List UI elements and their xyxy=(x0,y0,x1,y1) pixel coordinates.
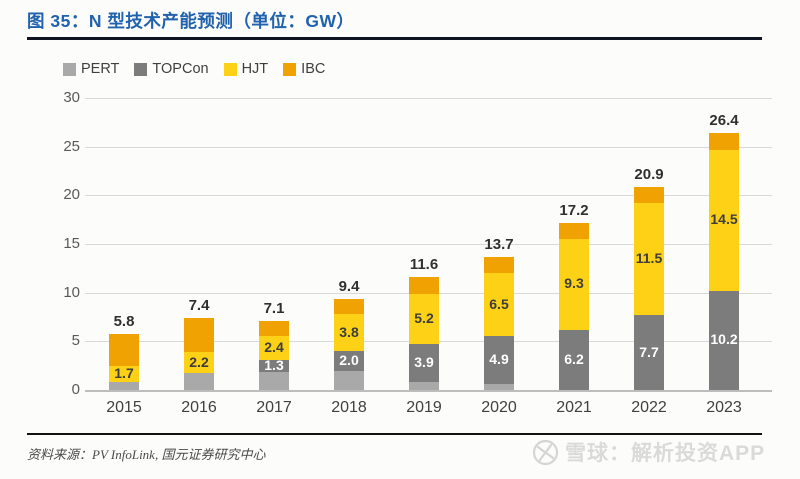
legend-label: HJT xyxy=(241,61,269,77)
bar-segment-ibc-2015 xyxy=(109,333,139,366)
bar-total-label: 7.1 xyxy=(263,299,285,317)
legend-item-ibc: IBC xyxy=(283,61,325,77)
x-axis-tick-label: 2018 xyxy=(331,399,367,416)
legend-swatch-pert xyxy=(63,62,76,76)
bar-segment-label: 3.9 xyxy=(414,354,434,371)
x-axis-tick-label: 2015 xyxy=(106,399,142,416)
bar-segment-label: 11.5 xyxy=(635,250,663,267)
bar-total-label: 20.9 xyxy=(634,165,664,183)
bar-segment-label: 5.2 xyxy=(414,309,434,326)
bar-segment-pert-2019 xyxy=(409,382,439,390)
chart-legend: PERT TOPCon HJT IBC xyxy=(63,61,325,77)
legend-item-hjt: HJT xyxy=(223,61,269,77)
bar-total-label: 11.6 xyxy=(409,256,439,274)
bar-segment-ibc-2016 xyxy=(184,317,214,353)
bar-segment-pert-2016 xyxy=(184,373,214,390)
y-axis-tick-label: 20 xyxy=(63,186,80,204)
bar-segment-hjt-2019 xyxy=(409,293,439,345)
bar-segment-pert-2018 xyxy=(334,370,364,390)
bar-segment-hjt-2015 xyxy=(109,365,139,383)
bar-segment-label: 3.8 xyxy=(339,323,359,340)
y-axis-tick-label: 15 xyxy=(63,235,80,252)
bar-total-label: 17.2 xyxy=(559,201,589,219)
bar-segment-topcon-2017 xyxy=(259,359,289,373)
footer-divider xyxy=(27,433,762,435)
gridline-y25 xyxy=(85,146,772,148)
bar-segment-label: 6.2 xyxy=(564,350,584,367)
bar-segment-topcon-2020 xyxy=(484,336,514,385)
bar-segment-hjt-2023 xyxy=(709,149,739,291)
watermark-text: 雪球：解析投资APP xyxy=(565,442,766,465)
bar-segment-label: 7.7 xyxy=(639,343,659,360)
bar-segment-topcon-2018 xyxy=(334,351,364,371)
bar-segment-ibc-2022 xyxy=(634,186,664,204)
x-axis-tick-label: 2016 xyxy=(181,399,217,416)
legend-swatch-hjt xyxy=(223,62,237,76)
bar-segment-ibc-2020 xyxy=(484,256,514,274)
legend-swatch-topcon xyxy=(134,62,148,76)
bar-segment-ibc-2021 xyxy=(559,222,589,240)
bar-segment-label: 6.5 xyxy=(489,295,509,312)
title-underline xyxy=(27,37,762,40)
bar-segment-topcon-2019 xyxy=(409,344,439,383)
bar-segment-topcon-2023 xyxy=(709,290,739,390)
watermark: 雪球：解析投资APP xyxy=(532,437,765,467)
y-axis-tick-label: 0 xyxy=(71,381,80,398)
bar-segment-pert-2020 xyxy=(484,384,514,390)
bar-segment-topcon-2021 xyxy=(559,329,589,390)
bar-total-label: 9.4 xyxy=(338,277,360,295)
y-axis-tick-label: 25 xyxy=(63,137,80,155)
legend-label: IBC xyxy=(301,61,326,77)
bar-segment-hjt-2021 xyxy=(559,239,589,330)
bar-segment-pert-2015 xyxy=(109,382,139,390)
bar-segment-pert-2017 xyxy=(259,372,289,390)
bar-segment-hjt-2022 xyxy=(634,203,664,316)
x-axis-tick-label: 2020 xyxy=(481,399,517,416)
bar-segment-label: 10.2 xyxy=(710,331,738,348)
bar-total-label: 7.4 xyxy=(188,296,210,314)
y-axis-tick-label: 10 xyxy=(63,283,80,301)
bar-segment-label: 9.3 xyxy=(564,275,584,292)
bar-segment-label: 2.0 xyxy=(339,351,359,368)
xueqiu-logo-icon xyxy=(532,439,559,465)
legend-label: PERT xyxy=(81,61,120,77)
x-axis-tick-label: 2022 xyxy=(631,399,667,416)
source-note: 资料来源：PV InfoLink, 国元证券研究中心 xyxy=(27,447,266,462)
x-axis-tick-label: 2019 xyxy=(406,399,442,416)
bar-segment-hjt-2017 xyxy=(259,336,289,360)
bar-segment-hjt-2018 xyxy=(334,314,364,352)
bar-segment-label: 2.4 xyxy=(264,339,284,356)
x-axis-tick-label: 2017 xyxy=(256,399,292,416)
legend-item-pert: PERT xyxy=(63,61,119,77)
bar-total-label: 13.7 xyxy=(484,235,514,253)
bar-segment-ibc-2019 xyxy=(409,277,439,294)
bar-segment-label: 1.3 xyxy=(264,357,284,374)
bar-segment-ibc-2018 xyxy=(334,298,364,315)
bar-segment-label: 14.5 xyxy=(710,211,738,228)
y-axis-tick-label: 30 xyxy=(63,89,80,106)
gridline-y0 xyxy=(85,390,772,392)
bar-segment-label: 2.2 xyxy=(189,353,209,370)
bar-segment-topcon-2022 xyxy=(634,315,664,390)
gridline-y30 xyxy=(85,98,772,99)
legend-label: TOPCon xyxy=(152,61,209,77)
bar-total-label: 26.4 xyxy=(709,112,739,130)
gridline-y15 xyxy=(85,244,772,245)
bar-segment-label: 1.7 xyxy=(114,364,134,381)
y-axis-tick-label: 5 xyxy=(71,332,80,350)
bar-segment-ibc-2017 xyxy=(259,320,289,337)
gridline-y20 xyxy=(85,195,772,197)
x-axis-tick-label: 2023 xyxy=(706,399,742,416)
figure-title: 图 35：N 型技术产能预测（单位：GW） xyxy=(27,11,355,31)
x-axis-tick-label: 2021 xyxy=(556,399,592,416)
legend-swatch-ibc xyxy=(283,62,297,76)
legend-item-topcon: TOPCon xyxy=(134,61,209,77)
bar-segment-label: 4.9 xyxy=(489,351,509,368)
bar-segment-hjt-2016 xyxy=(184,352,214,374)
bar-total-label: 5.8 xyxy=(113,312,135,330)
bar-segment-hjt-2020 xyxy=(484,273,514,337)
bar-segment-ibc-2023 xyxy=(709,133,739,150)
